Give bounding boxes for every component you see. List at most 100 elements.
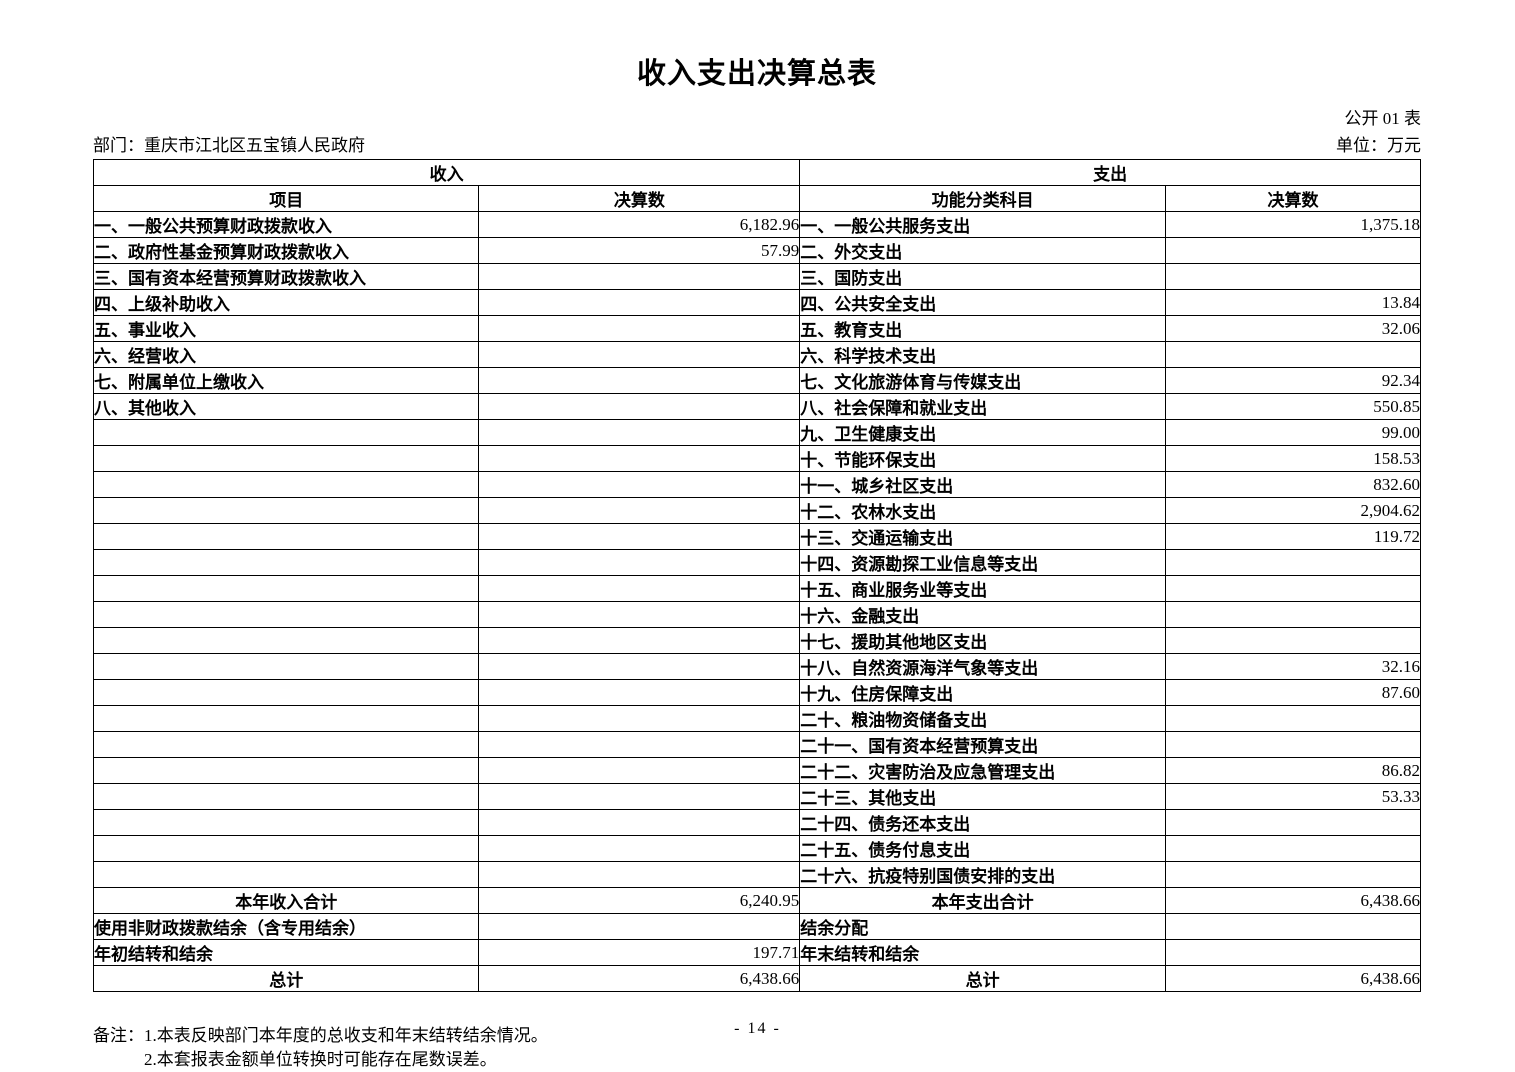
table-row: 二十五、债务付息支出 — [92, 835, 1422, 862]
income-item-cell — [92, 523, 480, 550]
expense-item-cell: 二十一、国有资本经营预算支出 — [799, 731, 1166, 758]
expense-value-cell: 6,438.66 — [1164, 887, 1422, 914]
table-row: 八、其他收入 八、社会保障和就业支出 550.85 — [92, 393, 1422, 420]
meta-line: 部门：重庆市江北区五宝镇人民政府 单位：万元 — [93, 131, 1421, 156]
income-item-cell: 使用非财政拨款结余（含专用结余） — [92, 913, 480, 940]
income-item-cell: 本年收入合计 — [92, 887, 480, 914]
table-code: 公开 01 表 — [1344, 109, 1422, 128]
expense-value-cell: 92.34 — [1164, 367, 1422, 394]
expense-item-cell: 六、科学技术支出 — [799, 341, 1166, 368]
table-row: 六、经营收入 六、科学技术支出 — [92, 341, 1422, 368]
expense-item-cell: 总计 — [799, 965, 1166, 992]
income-value-cell — [478, 601, 801, 628]
expense-value-cell — [1164, 835, 1422, 862]
table-body: 一、一般公共预算财政拨款收入 6,182.96 一、一般公共服务支出 1,375.18… — [92, 211, 1422, 992]
expense-item-cell: 十七、援助其他地区支出 — [799, 627, 1166, 654]
table-row: 二、政府性基金预算财政拨款收入 57.99 二、外交支出 — [92, 237, 1422, 264]
table-row: 二十二、灾害防治及应急管理支出 86.82 — [92, 757, 1422, 784]
expense-value-cell — [1164, 549, 1422, 576]
expense-item-cell: 十三、交通运输支出 — [799, 523, 1166, 550]
income-value-cell — [478, 289, 801, 316]
income-value-cell — [478, 523, 801, 550]
expense-item-cell: 八、社会保障和就业支出 — [799, 393, 1166, 420]
table-row: 二十、粮油物资储备支出 — [92, 705, 1422, 732]
expense-value-cell: 87.60 — [1164, 679, 1422, 706]
income-item-cell — [92, 419, 480, 446]
table-row: 二十三、其他支出 53.33 — [92, 783, 1422, 810]
income-value-cell: 57.99 — [478, 237, 801, 264]
expense-value-cell — [1164, 263, 1422, 290]
income-value-cell — [478, 809, 801, 836]
income-value-cell — [478, 341, 801, 368]
income-value-cell — [478, 861, 801, 888]
table-row: 十五、商业服务业等支出 — [92, 575, 1422, 602]
expense-value-cell: 32.16 — [1164, 653, 1422, 680]
expense-value-cell — [1164, 861, 1422, 888]
notes-lines: 1.本表反映部门本年度的总收支和年末结转结余情况。 2.本套报表金额单位转换时可… — [144, 1024, 548, 1072]
expense-item-cell: 四、公共安全支出 — [799, 289, 1166, 316]
expense-value-column-header: 决算数 — [1164, 185, 1422, 212]
table-footer-row: 本年收入合计 6,240.95 本年支出合计 6,438.66 — [92, 887, 1422, 914]
table-row: 七、附属单位上缴收入 七、文化旅游体育与传媒支出 92.34 — [92, 367, 1422, 394]
expense-item-cell: 二十四、债务还本支出 — [799, 809, 1166, 836]
expense-item-cell: 结余分配 — [799, 913, 1166, 940]
income-item-cell: 年初结转和结余 — [92, 939, 480, 966]
page-number: - 14 - — [734, 1020, 781, 1037]
expense-item-cell: 十一、城乡社区支出 — [799, 471, 1166, 498]
expense-value-cell — [1164, 705, 1422, 732]
income-item-cell — [92, 809, 480, 836]
income-item-cell: 四、上级补助收入 — [92, 289, 480, 316]
income-value-cell — [478, 835, 801, 862]
expense-value-cell — [1164, 627, 1422, 654]
income-value-cell — [478, 627, 801, 654]
income-value-cell — [478, 393, 801, 420]
income-value-cell: 6,438.66 — [478, 965, 801, 992]
income-item-cell — [92, 705, 480, 732]
expense-item-cell: 十、节能环保支出 — [799, 445, 1166, 472]
column-header-row: 项目 决算数 功能分类科目 决算数 — [92, 185, 1422, 212]
income-value-cell — [478, 731, 801, 758]
income-item-cell — [92, 679, 480, 706]
expense-item-cell: 十四、资源勘探工业信息等支出 — [799, 549, 1166, 576]
section-header-row: 收入 支出 — [92, 159, 1421, 186]
expense-item-cell: 二十五、债务付息支出 — [799, 835, 1166, 862]
table-row: 十、节能环保支出 158.53 — [92, 445, 1422, 472]
income-item-cell — [92, 497, 480, 524]
income-item-cell: 总计 — [92, 965, 480, 992]
income-value-column-header: 决算数 — [478, 185, 801, 212]
income-value-cell — [478, 653, 801, 680]
expense-item-cell: 一、一般公共服务支出 — [799, 211, 1166, 238]
department-label: 部门：重庆市江北区五宝镇人民政府 — [93, 136, 365, 155]
income-value-cell — [478, 497, 801, 524]
table-footer-row: 总计 6,438.66 总计 6,438.66 — [92, 965, 1422, 992]
expense-value-cell — [1164, 237, 1422, 264]
income-item-cell: 二、政府性基金预算财政拨款收入 — [92, 237, 480, 264]
table-footer-row: 年初结转和结余 197.71 年末结转和结余 — [92, 939, 1422, 966]
income-item-cell — [92, 861, 480, 888]
expense-item-cell: 十九、住房保障支出 — [799, 679, 1166, 706]
expense-value-cell: 53.33 — [1164, 783, 1422, 810]
expense-value-cell: 6,438.66 — [1164, 965, 1422, 992]
expense-value-cell: 2,904.62 — [1164, 497, 1422, 524]
income-value-cell — [478, 705, 801, 732]
income-value-cell — [478, 367, 801, 394]
expense-item-cell: 十二、农林水支出 — [799, 497, 1166, 524]
income-item-cell: 三、国有资本经营预算财政拨款收入 — [92, 263, 480, 290]
income-item-cell — [92, 731, 480, 758]
table-row: 十九、住房保障支出 87.60 — [92, 679, 1422, 706]
expense-item-cell: 九、卫生健康支出 — [799, 419, 1166, 446]
income-item-cell — [92, 471, 480, 498]
expense-value-cell — [1164, 809, 1422, 836]
expense-value-cell — [1164, 731, 1422, 758]
income-value-cell: 197.71 — [478, 939, 801, 966]
note-line-2: 2.本套报表金额单位转换时可能存在尾数误差。 — [144, 1050, 497, 1069]
table-row: 一、一般公共预算财政拨款收入 6,182.96 一、一般公共服务支出 1,375.18 — [92, 211, 1422, 238]
expense-value-cell — [1164, 939, 1422, 966]
income-item-cell: 六、经营收入 — [92, 341, 480, 368]
income-item-cell — [92, 835, 480, 862]
expense-item-cell: 十五、商业服务业等支出 — [799, 575, 1166, 602]
income-item-cell — [92, 549, 480, 576]
expense-value-cell: 158.53 — [1164, 445, 1422, 472]
expense-item-cell: 二十二、灾害防治及应急管理支出 — [799, 757, 1166, 784]
income-value-cell — [478, 783, 801, 810]
